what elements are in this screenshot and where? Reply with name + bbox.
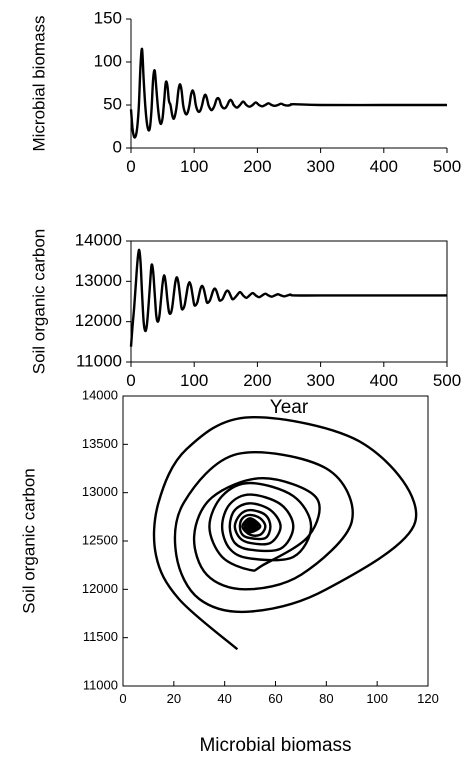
y-axis-label: Soil organic carbon	[19, 468, 38, 614]
x-tick-label: 500	[433, 371, 461, 390]
x-tick-label: 200	[243, 371, 271, 390]
data-line	[129, 248, 447, 347]
y-tick-label: 14000	[82, 387, 118, 402]
y-tick-label: 11500	[83, 629, 118, 644]
y-tick-label: 150	[94, 8, 122, 27]
data-line	[129, 47, 447, 139]
x-tick-label: 300	[306, 371, 334, 390]
y-tick-label: 13000	[82, 484, 118, 499]
y-tick-label: 100	[94, 51, 122, 70]
x-tick-label: 400	[370, 157, 398, 176]
y-tick-label: 50	[103, 94, 122, 113]
y-tick-label: 12000	[82, 581, 118, 596]
plot-frame	[130, 240, 448, 363]
y-tick-label: 13500	[82, 436, 118, 451]
x-tick-label: 0	[119, 691, 126, 706]
x-tick-label: 120	[417, 691, 439, 706]
x-tick-label: 500	[433, 157, 461, 176]
x-tick-label: 40	[217, 691, 231, 706]
y-axis-label: Soil organic carbon	[29, 229, 48, 375]
y-tick-label: 12500	[82, 532, 118, 547]
x-tick-label: 100	[366, 691, 388, 706]
y-tick-label: 0	[113, 137, 122, 156]
x-axis-label: Year	[270, 397, 309, 418]
x-tick-label: 60	[268, 691, 282, 706]
y-axis-label: Microbial biomass	[29, 15, 48, 151]
x-tick-label: 20	[167, 691, 181, 706]
x-tick-label: 0	[126, 371, 135, 390]
x-tick-label: 400	[370, 371, 398, 390]
x-tick-label: 300	[306, 157, 334, 176]
y-tick-label: 11000	[83, 677, 118, 692]
x-tick-label: 80	[319, 691, 333, 706]
y-tick-label: 12000	[75, 311, 122, 330]
plot-frame	[122, 395, 429, 687]
y-tick-label: 11000	[76, 351, 122, 370]
x-tick-label: 0	[126, 157, 135, 176]
x-axis-label: Microbial biomass	[199, 735, 351, 756]
y-tick-label: 13000	[75, 271, 122, 290]
x-tick-label: 100	[180, 371, 208, 390]
x-tick-label: 200	[243, 157, 271, 176]
y-tick-label: 14000	[75, 230, 122, 249]
x-tick-label: 100	[180, 157, 208, 176]
data-line	[152, 416, 418, 651]
